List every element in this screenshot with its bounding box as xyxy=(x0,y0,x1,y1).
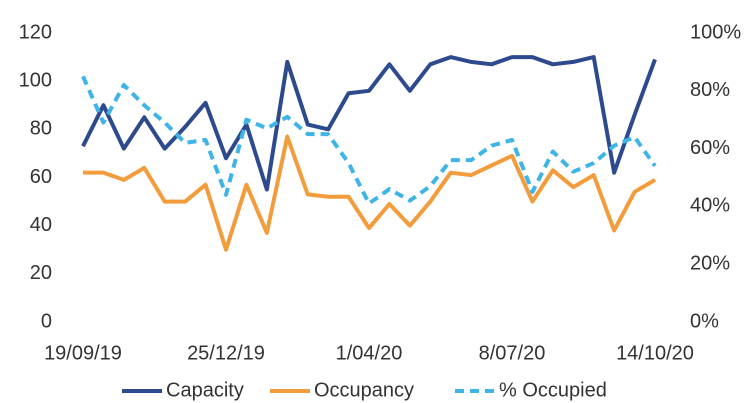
y-tick-label: 60 xyxy=(30,166,52,188)
y-tick-label: 80 xyxy=(30,118,52,140)
series-line xyxy=(81,75,657,206)
y-tick-label: 0 xyxy=(41,310,52,332)
y2-tick-label: 60% xyxy=(690,137,730,159)
y2-tick-label: 80% xyxy=(690,79,730,101)
series-line xyxy=(83,134,657,252)
y2-tick-label: 0% xyxy=(690,310,719,332)
y2-tick-label: 40% xyxy=(690,195,730,217)
y-tick-label: 100 xyxy=(19,69,52,91)
x-tick-label: 1/04/20 xyxy=(336,342,403,364)
y-tick-label: 20 xyxy=(30,262,52,284)
y2-tick-label: 20% xyxy=(690,252,730,274)
x-tick-label: 8/07/20 xyxy=(479,342,546,364)
x-tick-label: 19/09/19 xyxy=(44,342,122,364)
series-line xyxy=(81,55,657,192)
legend-label: Capacity xyxy=(166,379,244,401)
y-tick-label: 120 xyxy=(19,21,52,43)
y-tick-label: 40 xyxy=(30,214,52,236)
x-tick-label: 25/12/19 xyxy=(187,342,265,364)
y2-tick-label: 100% xyxy=(690,21,741,43)
legend-label: Occupancy xyxy=(314,379,414,401)
x-tick-label: 14/10/20 xyxy=(616,342,694,364)
legend-label: % Occupied xyxy=(499,379,607,401)
